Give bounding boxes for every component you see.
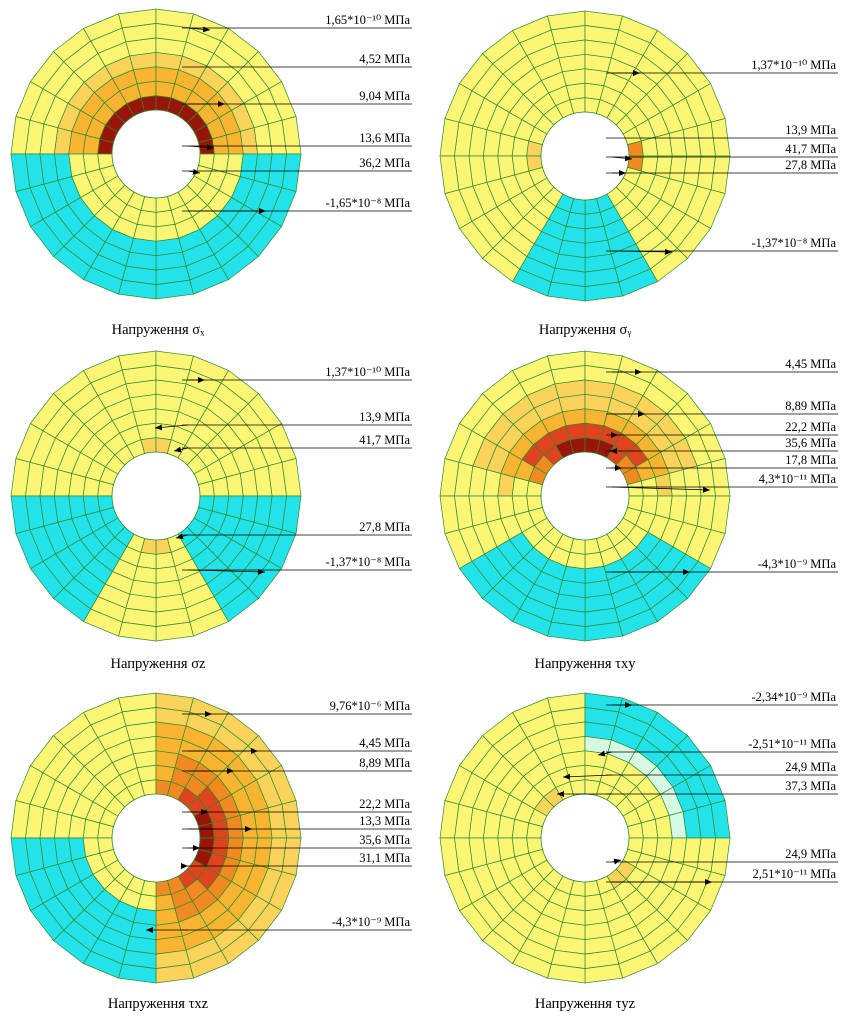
annotation-label: -2,51*10⁻¹¹ МПа	[748, 737, 836, 751]
inner-hole	[111, 451, 201, 541]
annotation-label: -1,65*10⁻⁸ МПа	[325, 196, 410, 210]
annotation-label: 22,2 МПа	[359, 797, 410, 811]
mesh-cell	[10, 153, 31, 192]
pointer-arrow	[173, 446, 189, 453]
annotations-tau-xz: 9,76*10⁻⁶ МПа 4,45 МПа 8,89 МПа 22,2 МПа 13,…	[146, 699, 412, 933]
annotation-label: 4,45 МПа	[359, 736, 410, 750]
annotation-label: 13,9 МПа	[785, 123, 836, 137]
pointer-arrow	[562, 773, 613, 780]
caption-sigma-z: Напруження σz	[111, 656, 206, 672]
annotation-label: -4,3*10⁻⁹ МПа	[758, 557, 837, 571]
annotation-label: 36,2 МПа	[359, 156, 410, 170]
caption-tau-xy: Напруження τxy	[535, 656, 637, 672]
inner-hole	[540, 111, 630, 201]
annotation-label: 2,51*10⁻¹¹ МПа	[752, 867, 836, 881]
caption-sigma-x: Напруження σₓ	[112, 322, 205, 338]
annotation-label: 4,3*10⁻¹¹ МПа	[759, 472, 837, 486]
pointer-arrow	[611, 248, 673, 255]
annotation-label: -4,3*10⁻⁹ МПа	[332, 915, 411, 929]
panel-sigma-z: 1,37*10⁻¹⁰ МПа 13,9 МПа 41,7 МПа 27,8 МПа -1…	[10, 350, 412, 672]
annotations-sigma-y: 1,37*10⁻¹⁰ МПа 13,9 МПа 41,7 МПа 27,8 МПа -1…	[606, 58, 838, 255]
annotation-label: 37,3 МПа	[785, 779, 836, 793]
mesh-cell	[10, 495, 31, 534]
annotation-label: 22,2 МПа	[785, 420, 836, 434]
annotation-label: 13,3 МПа	[359, 814, 410, 828]
pointer-arrow	[154, 424, 189, 431]
annotation-label: 9,76*10⁻⁶ МПа	[330, 699, 411, 713]
inner-hole	[540, 793, 630, 883]
annotation-label: 24,9 МПа	[785, 760, 836, 774]
pointer-arrow	[187, 144, 215, 151]
annotation-label: 27,8 МПа	[359, 520, 410, 534]
caption-tau-xz: Напруження τxz	[108, 996, 209, 1012]
disk-tau-xz	[10, 692, 302, 984]
panel-sigma-y: 1,37*10⁻¹⁰ МПа 13,9 МПа 41,7 МПа 27,8 МПа -1…	[439, 10, 838, 338]
annotation-label: 13,6 МПа	[359, 131, 410, 145]
annotation-label: 9,04 МПа	[359, 89, 410, 103]
pointer-arrow	[611, 486, 711, 493]
disk-sigma-y	[439, 10, 731, 302]
pointer-arrow	[597, 750, 613, 757]
annotation-label: -2,34*10⁻⁹ МПа	[751, 690, 836, 704]
annotation-label: -1,37*10⁻⁸ МПа	[325, 555, 410, 569]
pointer-arrow	[187, 26, 211, 33]
annotation-label: 1,65*10⁻¹⁰ МПа	[325, 13, 410, 27]
annotations-sigma-z: 1,37*10⁻¹⁰ МПа 13,9 МПа 41,7 МПа 27,8 МПа -1…	[154, 365, 412, 575]
annotation-label: 1,37*10⁻¹⁰ МПа	[325, 365, 410, 379]
annotations-tau-yz: -2,34*10⁻⁹ МПа -2,51*10⁻¹¹ МПа 24,9 МПа 37,…	[557, 690, 838, 885]
annotation-label: 13,9 МПа	[359, 410, 410, 424]
pointer-arrow	[611, 858, 622, 865]
pointer-arrow	[187, 168, 201, 175]
panel-sigma-x: 1,65*10⁻¹⁰ МПа 4,52 МПа 9,04 МПа 13,6 МПа 36…	[10, 8, 412, 338]
annotation-label: 24,9 МПа	[785, 847, 836, 861]
pointer-arrow	[175, 533, 189, 540]
annotation-label: 1,37*10⁻¹⁰ МПа	[751, 58, 836, 72]
annotation-label: 8,89 МПа	[785, 399, 836, 413]
panel-tau-xz: 9,76*10⁻⁶ МПа 4,45 МПа 8,89 МПа 22,2 МПа 13,…	[10, 692, 412, 1012]
annotation-label: 8,89 МПа	[359, 756, 410, 770]
inner-hole	[540, 451, 630, 541]
annotation-label: 27,8 МПа	[785, 158, 836, 172]
mesh-cell	[439, 495, 460, 534]
annotation-label: -1,37*10⁻⁸ МПа	[751, 236, 836, 250]
caption-sigma-y: Напруження σᵧ	[539, 322, 631, 338]
annotations-tau-xy: 4,45 МПа 8,89 МПа 22,2 МПа 35,6 МПа 17,8 МПа…	[606, 357, 838, 575]
mesh-cell	[439, 155, 460, 194]
annotation-label: 4,52 МПа	[359, 52, 410, 66]
annotation-label: 35,6 МПа	[359, 833, 410, 847]
inner-hole	[111, 793, 201, 883]
disk-tau-xy	[439, 350, 731, 642]
inner-hole	[111, 109, 201, 199]
pointer-arrow	[187, 568, 266, 575]
annotations-sigma-x: 1,65*10⁻¹⁰ МПа 4,52 МПа 9,04 МПа 13,6 МПа 36…	[182, 13, 412, 214]
panel-tau-xy: 4,45 МПа 8,89 МПа 22,2 МПа 35,6 МПа 17,8 МПа…	[439, 350, 838, 672]
disk-sigma-z	[10, 350, 302, 642]
mesh-cell	[439, 837, 460, 876]
annotation-label: 17,8 МПа	[785, 453, 836, 467]
pointer-arrow	[611, 155, 633, 162]
mesh-cell	[10, 837, 31, 876]
disk-tau-yz	[439, 692, 731, 984]
annotation-label: 35,6 МПа	[785, 436, 836, 450]
disk-sigma-x	[10, 8, 302, 300]
annotation-label: 41,7 МПа	[359, 433, 410, 447]
annotation-label: 4,45 МПа	[785, 357, 836, 371]
caption-tau-yz: Напруження τyz	[535, 996, 636, 1012]
annotation-label: 41,7 МПа	[785, 142, 836, 156]
annotation-label: 31,1 МПа	[359, 851, 410, 865]
panel-tau-yz: -2,34*10⁻⁹ МПа -2,51*10⁻¹¹ МПа 24,9 МПа 37,…	[439, 690, 838, 1012]
